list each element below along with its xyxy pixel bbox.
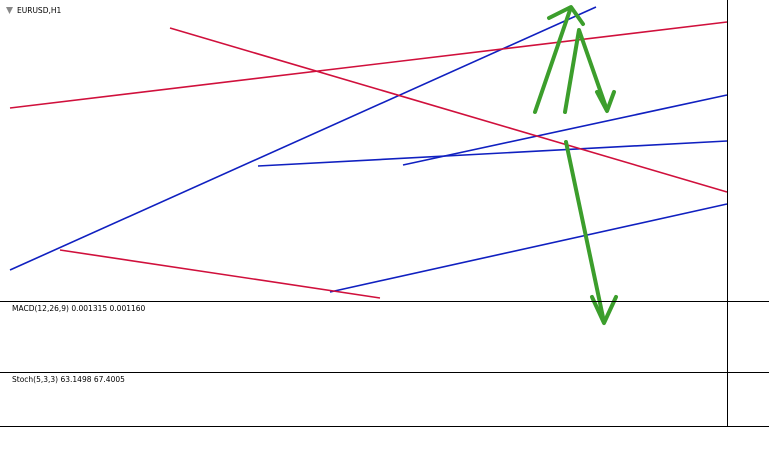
forecast-arrows bbox=[533, 5, 618, 325]
arrowhead bbox=[595, 90, 616, 113]
arrow bbox=[563, 28, 609, 114]
frames bbox=[0, 0, 769, 427]
trendline bbox=[9, 6, 597, 271]
trendlines bbox=[9, 6, 728, 299]
stoch-title: Stoch(5,3,3) 63.1498 67.4005 bbox=[12, 375, 125, 384]
trendline bbox=[59, 249, 381, 299]
arrow bbox=[564, 140, 606, 324]
trendline bbox=[169, 27, 728, 193]
arrowhead bbox=[547, 5, 585, 26]
trendline bbox=[9, 21, 728, 109]
trendline bbox=[402, 94, 728, 166]
arrow bbox=[533, 8, 572, 114]
arrowhead bbox=[590, 295, 618, 325]
trendline bbox=[329, 203, 728, 293]
macd-title: MACD(12,26,9) 0.001315 0.001160 bbox=[12, 304, 146, 313]
trendline bbox=[257, 140, 728, 167]
symbol-icon bbox=[6, 7, 13, 14]
chart-title: EURUSD,H1 bbox=[17, 6, 61, 15]
